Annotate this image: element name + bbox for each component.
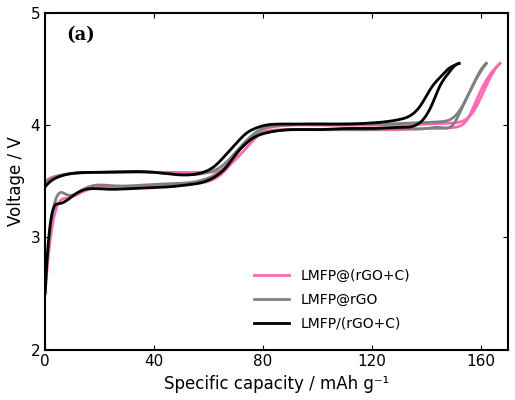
LMFP@rGO [304, 122, 311, 126]
LMFP@rGO [483, 61, 489, 66]
LMFP@rGO [281, 123, 287, 128]
LMFP@(rGO+C) [261, 128, 267, 132]
Line: LMFP/(rGO+C): LMFP/(rGO+C) [45, 64, 459, 187]
LMFP/(rGO+C) [266, 122, 272, 127]
LMFP@(rGO+C) [497, 61, 503, 66]
LMFP@(rGO+C) [42, 179, 48, 184]
LMFP/(rGO+C) [446, 66, 452, 71]
LMFP/(rGO+C) [381, 120, 387, 124]
LMFP/(rGO+C) [42, 184, 48, 189]
LMFP@rGO [42, 181, 48, 186]
Y-axis label: Voltage / V: Voltage / V [7, 136, 25, 226]
LMFP@rGO [254, 129, 261, 134]
Text: (a): (a) [66, 26, 95, 44]
LMFP@(rGO+C) [415, 122, 421, 127]
LMFP/(rGO+C) [238, 135, 245, 140]
LMFP@rGO [473, 77, 479, 82]
LMFP/(rGO+C) [456, 61, 462, 66]
Line: LMFP@rGO: LMFP@rGO [45, 64, 486, 184]
X-axis label: Specific capacity / mAh g⁻¹: Specific capacity / mAh g⁻¹ [164, 375, 389, 393]
LMFP@(rGO+C) [288, 123, 294, 128]
Line: LMFP@(rGO+C): LMFP@(rGO+C) [45, 64, 500, 181]
LMFP/(rGO+C) [288, 122, 295, 126]
LMFP@rGO [251, 131, 258, 136]
Legend: LMFP@(rGO+C), LMFP@rGO, LMFP/(rGO+C): LMFP@(rGO+C), LMFP@rGO, LMFP/(rGO+C) [249, 264, 416, 336]
LMFP@(rGO+C) [486, 78, 492, 82]
LMFP/(rGO+C) [241, 133, 247, 138]
LMFP@(rGO+C) [258, 130, 264, 135]
LMFP@(rGO+C) [313, 123, 319, 128]
LMFP@rGO [404, 121, 410, 126]
